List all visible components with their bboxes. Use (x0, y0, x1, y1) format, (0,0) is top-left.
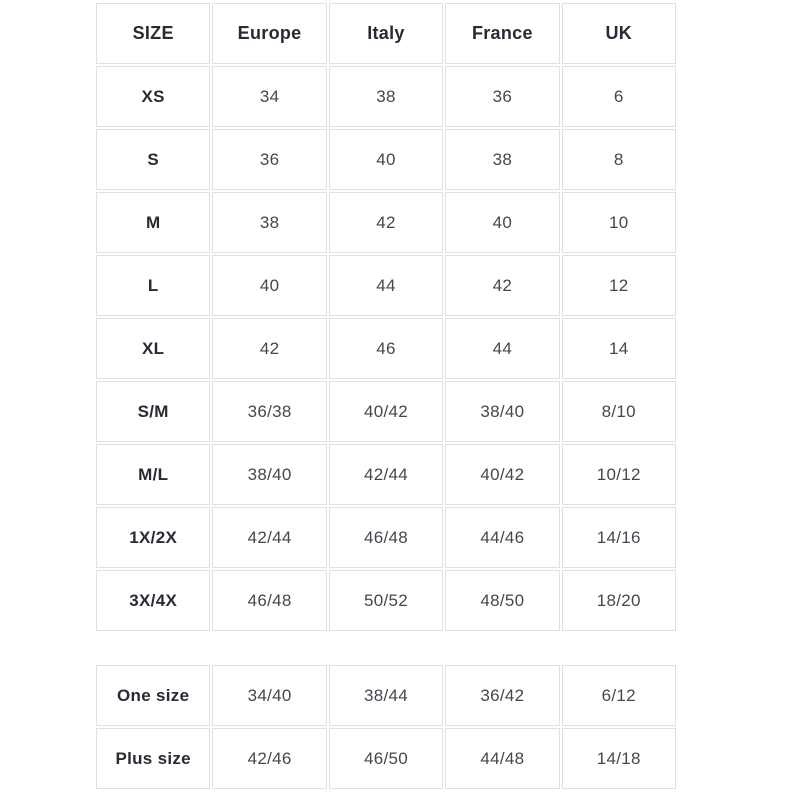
table-row-1x2x: 1X/2X 42/44 46/48 44/46 14/16 (96, 507, 676, 568)
cell-ml-italy: 42/44 (328, 444, 444, 505)
cell-xl-europe: 42 (212, 318, 327, 379)
cell-l-france: 42 (445, 255, 560, 316)
cell-s-france: 38 (445, 129, 560, 190)
row-label-m: M (96, 192, 211, 253)
cell-s-italy: 40 (328, 129, 444, 190)
cell-ml-europe: 38/40 (212, 444, 327, 505)
cell-plussize-uk: 14/18 (561, 728, 676, 789)
cell-xs-france: 36 (445, 66, 560, 127)
cell-xl-uk: 14 (561, 318, 676, 379)
cell-plussize-europe: 42/46 (212, 728, 327, 789)
cell-sm-italy: 40/42 (328, 381, 444, 442)
size-conversion-table-onesize-plussize: One size 34/40 38/44 36/42 6/12 Plus siz… (94, 663, 678, 791)
row-label-onesize: One size (96, 665, 211, 726)
cell-xs-italy: 38 (328, 66, 444, 127)
cell-l-europe: 40 (212, 255, 327, 316)
row-label-l: L (96, 255, 211, 316)
column-header-uk: UK (561, 3, 676, 64)
cell-1x2x-france: 44/46 (445, 507, 560, 568)
cell-1x2x-europe: 42/44 (212, 507, 327, 568)
size-conversion-table-main: SIZE Europe Italy France UK XS 34 38 36 … (94, 1, 678, 633)
cell-sm-uk: 8/10 (561, 381, 676, 442)
cell-m-uk: 10 (561, 192, 676, 253)
cell-m-europe: 38 (212, 192, 327, 253)
table-row-s: S 36 40 38 8 (96, 129, 676, 190)
cell-m-france: 40 (445, 192, 560, 253)
row-label-sm: S/M (96, 381, 211, 442)
cell-1x2x-uk: 14/16 (561, 507, 676, 568)
column-header-europe: Europe (212, 3, 327, 64)
cell-xl-france: 44 (445, 318, 560, 379)
row-label-xs: XS (96, 66, 211, 127)
cell-s-uk: 8 (561, 129, 676, 190)
column-header-france: France (445, 3, 560, 64)
cell-onesize-europe: 34/40 (212, 665, 327, 726)
cell-l-italy: 44 (328, 255, 444, 316)
cell-ml-france: 40/42 (445, 444, 560, 505)
table-row-ml: M/L 38/40 42/44 40/42 10/12 (96, 444, 676, 505)
row-label-xl: XL (96, 318, 211, 379)
cell-onesize-italy: 38/44 (328, 665, 444, 726)
cell-3x4x-italy: 50/52 (328, 570, 444, 631)
cell-onesize-uk: 6/12 (561, 665, 676, 726)
table-row-l: L 40 44 42 12 (96, 255, 676, 316)
cell-3x4x-france: 48/50 (445, 570, 560, 631)
header-row: SIZE Europe Italy France UK (96, 3, 676, 64)
row-label-s: S (96, 129, 211, 190)
cell-sm-europe: 36/38 (212, 381, 327, 442)
table-row-xs: XS 34 38 36 6 (96, 66, 676, 127)
cell-3x4x-uk: 18/20 (561, 570, 676, 631)
cell-onesize-france: 36/42 (445, 665, 560, 726)
row-label-3x4x: 3X/4X (96, 570, 211, 631)
cell-s-europe: 36 (212, 129, 327, 190)
cell-plussize-italy: 46/50 (328, 728, 444, 789)
table-row-xl: XL 42 46 44 14 (96, 318, 676, 379)
cell-xs-europe: 34 (212, 66, 327, 127)
column-header-italy: Italy (328, 3, 444, 64)
table-row-m: M 38 42 40 10 (96, 192, 676, 253)
column-header-size: SIZE (96, 3, 211, 64)
cell-sm-france: 38/40 (445, 381, 560, 442)
cell-xs-uk: 6 (561, 66, 676, 127)
row-label-ml: M/L (96, 444, 211, 505)
row-label-1x2x: 1X/2X (96, 507, 211, 568)
table-row-sm: S/M 36/38 40/42 38/40 8/10 (96, 381, 676, 442)
row-label-plussize: Plus size (96, 728, 211, 789)
cell-xl-italy: 46 (328, 318, 444, 379)
cell-l-uk: 12 (561, 255, 676, 316)
cell-plussize-france: 44/48 (445, 728, 560, 789)
table-row-onesize: One size 34/40 38/44 36/42 6/12 (96, 665, 676, 726)
table-row-3x4x: 3X/4X 46/48 50/52 48/50 18/20 (96, 570, 676, 631)
cell-3x4x-europe: 46/48 (212, 570, 327, 631)
table-row-plussize: Plus size 42/46 46/50 44/48 14/18 (96, 728, 676, 789)
cell-ml-uk: 10/12 (561, 444, 676, 505)
cell-1x2x-italy: 46/48 (328, 507, 444, 568)
cell-m-italy: 42 (328, 192, 444, 253)
